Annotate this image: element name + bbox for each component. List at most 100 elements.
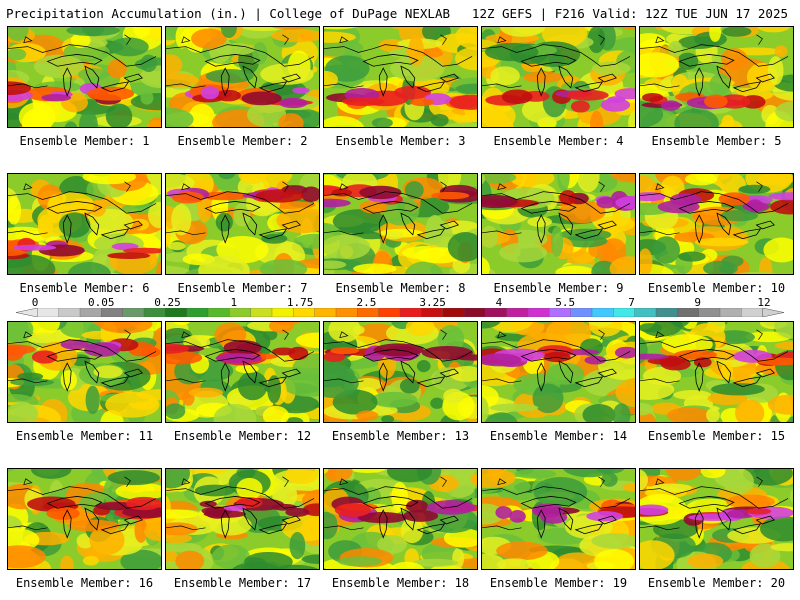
- boundary-outline: [482, 329, 631, 384]
- boundary-outline: [640, 476, 789, 531]
- colorbar-bin: [719, 308, 742, 317]
- colorbar-tick-label: 4: [495, 296, 503, 309]
- colorbar-bin: [314, 308, 337, 317]
- colorbar-bin: [271, 308, 294, 317]
- ensemble-member-map: [481, 173, 636, 275]
- colorbar-min-arrow: [16, 308, 38, 317]
- colorbar-bin: [207, 308, 230, 317]
- ensemble-member-label: Ensemble Member: 13: [331, 429, 470, 443]
- precipitation-field: [482, 27, 635, 127]
- boundary-outline: [482, 34, 631, 89]
- precipitation-field: [166, 174, 319, 274]
- precipitation-field: [324, 322, 477, 422]
- ensemble-member-map: [7, 26, 162, 128]
- boundary-outline: [482, 181, 631, 236]
- boundary-outline: [640, 34, 789, 89]
- great-lakes-outline: [46, 496, 143, 539]
- ensemble-member-map: [7, 321, 162, 423]
- precipitation-field: [8, 469, 161, 569]
- ensemble-member-map: [323, 26, 478, 128]
- precipitation-field: [482, 322, 635, 422]
- precipitation-field: [8, 174, 161, 274]
- precipitation-field: [640, 469, 793, 569]
- ensemble-member-label: Ensemble Member: 8: [335, 281, 466, 295]
- ensemble-member-label: Ensemble Member: 7: [177, 281, 308, 295]
- colorbar-bin: [101, 308, 124, 317]
- ensemble-member-label: Ensemble Member: 15: [647, 429, 786, 443]
- ensemble-member-map: [639, 321, 794, 423]
- colorbar-bin: [229, 308, 252, 317]
- ensemble-member-label: Ensemble Member: 19: [489, 576, 628, 590]
- colorbar-bin: [570, 308, 593, 317]
- colorbar-bin: [58, 308, 81, 317]
- colorbar-bin: [79, 308, 102, 317]
- ensemble-member-map: [323, 173, 478, 275]
- colorbar-tick-label: 5.5: [555, 296, 576, 309]
- ensemble-member-label: Ensemble Member: 14: [489, 429, 628, 443]
- colorbar-tick-label: 0: [31, 296, 39, 309]
- colorbar-bin: [591, 308, 614, 317]
- great-lakes-outline: [46, 54, 143, 97]
- boundary-outline: [8, 34, 157, 89]
- colorbar-bin: [357, 308, 380, 317]
- colorbar-tick-label: 0.25: [154, 296, 181, 309]
- ensemble-member-map: [481, 468, 636, 570]
- great-lakes-outline: [678, 349, 775, 392]
- colorbar-bin: [421, 308, 444, 317]
- colorbar-bin: [485, 308, 508, 317]
- colorbar-bin: [741, 308, 764, 317]
- model-run-info: 12Z GEFS | F216 Valid: 12Z TUE JUN 17 20…: [471, 6, 788, 21]
- great-lakes-outline: [362, 54, 459, 97]
- colorbar-bin: [549, 308, 572, 317]
- colorbar-bin: [463, 308, 486, 317]
- boundary-outline: [8, 181, 157, 236]
- ensemble-member-label: Ensemble Member: 5: [651, 134, 782, 148]
- great-lakes-outline: [520, 496, 617, 539]
- boundary-outline: [8, 476, 157, 531]
- ensemble-member-map: [639, 468, 794, 570]
- boundary-outline: [324, 329, 473, 384]
- colorbar-bin: [143, 308, 166, 317]
- ensemble-member-label: Ensemble Member: 17: [173, 576, 312, 590]
- colorbar-bin: [698, 308, 721, 317]
- colorbar-bin: [37, 308, 60, 317]
- precipitation-field: [640, 322, 793, 422]
- precipitation-field: [640, 27, 793, 127]
- ensemble-member-label: Ensemble Member: 9: [493, 281, 624, 295]
- great-lakes-outline: [520, 54, 617, 97]
- great-lakes-outline: [46, 201, 143, 244]
- precipitation-field: [640, 174, 793, 274]
- precipitation-field: [166, 322, 319, 422]
- precipitation-field: [166, 469, 319, 569]
- precipitation-field: [324, 174, 477, 274]
- ensemble-member-map: [165, 468, 320, 570]
- ensemble-member-map: [7, 173, 162, 275]
- colorbar-strip: [16, 308, 784, 317]
- boundary-outline: [166, 181, 315, 236]
- colorbar-bin: [677, 308, 700, 317]
- colorbar-tick-label: 12: [757, 296, 771, 309]
- colorbar-bin: [250, 308, 273, 317]
- ensemble-member-map: [165, 26, 320, 128]
- ensemble-member-map: [481, 26, 636, 128]
- colorbar-tick-label: 7: [628, 296, 635, 309]
- great-lakes-outline: [362, 349, 459, 392]
- chart-title: Precipitation Accumulation (in.) | Colle…: [6, 6, 451, 21]
- colorbar-tick-label: 9: [694, 296, 701, 309]
- great-lakes-outline: [204, 496, 301, 539]
- ensemble-member-label: Ensemble Member: 4: [493, 134, 624, 148]
- ensemble-member-label: Ensemble Member: 3: [335, 134, 466, 148]
- great-lakes-outline: [520, 201, 617, 244]
- colorbar-bin: [293, 308, 316, 317]
- colorbar-bin: [655, 308, 678, 317]
- boundary-outline: [640, 181, 789, 236]
- ensemble-member-label: Ensemble Member: 2: [177, 134, 308, 148]
- boundary-outline: [166, 476, 315, 531]
- ensemble-member-map: [481, 321, 636, 423]
- precipitation-field: [8, 322, 161, 422]
- colorbar-bin: [186, 308, 209, 317]
- ensemble-member-map: [7, 468, 162, 570]
- ensemble-member-map: [165, 321, 320, 423]
- great-lakes-outline: [204, 54, 301, 97]
- boundary-outline: [324, 34, 473, 89]
